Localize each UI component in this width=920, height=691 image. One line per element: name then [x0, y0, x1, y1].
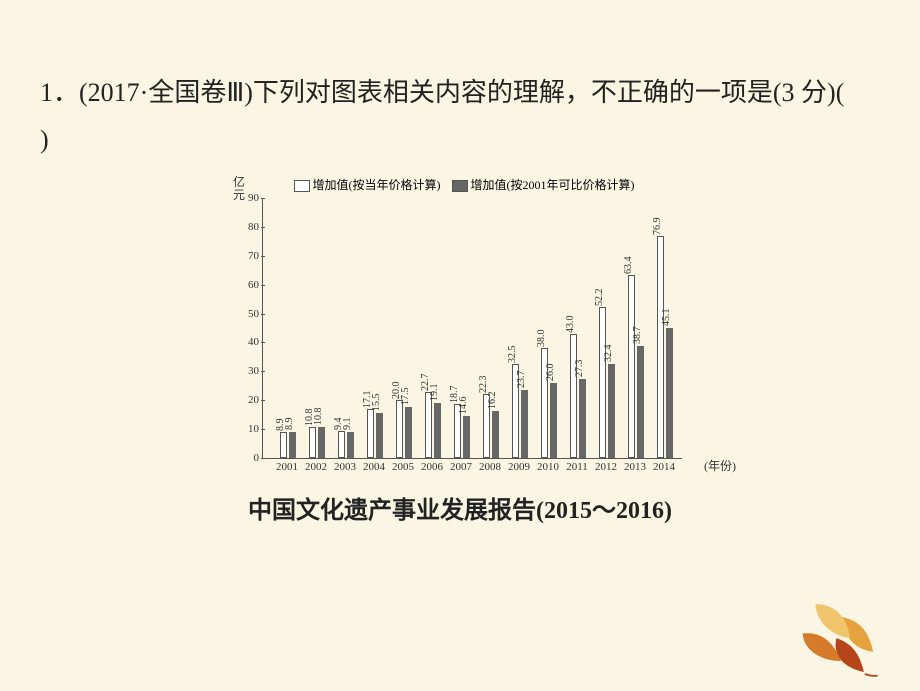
- bar-open: 76.9: [657, 236, 664, 458]
- x-tick: 2012: [595, 461, 617, 473]
- bar-value-label: 26.0: [545, 363, 556, 381]
- maple-leaf-decoration: [786, 586, 896, 681]
- bar-value-label: 27.3: [574, 360, 585, 378]
- x-tick: 2013: [624, 461, 646, 473]
- bar-solid: 23.7: [521, 390, 528, 458]
- bar-solid: 38.7: [637, 346, 644, 458]
- y-tick: 30: [235, 365, 259, 377]
- bar-value-label: 52.2: [594, 289, 605, 307]
- bar-solid: 8.9: [289, 432, 296, 458]
- bar-value-label: 8.9: [284, 418, 295, 431]
- legend-label-open: 增加值(按当年价格计算): [313, 178, 441, 192]
- bar-solid: 17.5: [405, 407, 412, 458]
- y-tick: 0: [235, 452, 259, 464]
- bar-value-label: 63.4: [623, 256, 634, 274]
- bar-value-label: 10.8: [313, 407, 324, 425]
- bar-open: 20.0: [396, 400, 403, 458]
- bar-solid: 19.1: [434, 403, 441, 458]
- x-tick: 2006: [421, 461, 443, 473]
- x-tick: 2005: [392, 461, 414, 473]
- bar-group: 18.714.6: [454, 404, 470, 458]
- bar-group: 76.945.1: [657, 236, 673, 458]
- x-tick: 2001: [276, 461, 298, 473]
- bar-value-label: 76.9: [652, 217, 663, 235]
- bar-solid: 15.5: [376, 413, 383, 458]
- legend-swatch-open: [294, 180, 310, 192]
- chart-plot-area: 亿 元 (年份) 01020304050607080908.98.910.810…: [262, 198, 682, 459]
- bar-value-label: 32.5: [507, 346, 518, 364]
- chart-legend: 增加值(按当年价格计算) 增加值(按2001年可比价格计算): [230, 176, 690, 198]
- bar-group: 22.719.1: [425, 392, 441, 458]
- x-axis-unit: (年份): [704, 457, 736, 474]
- y-tick: 90: [235, 192, 259, 204]
- bar-solid: 16.2: [492, 411, 499, 458]
- bar-group: 63.438.7: [628, 275, 644, 458]
- slide: { "question": { "prefix": "1．(2017·全国卷Ⅲ)…: [0, 0, 920, 691]
- x-tick: 2003: [334, 461, 356, 473]
- bar-solid: 10.8: [318, 427, 325, 458]
- bar-value-label: 43.0: [565, 315, 576, 333]
- bar-value-label: 45.1: [661, 308, 672, 326]
- y-tick: 10: [235, 423, 259, 435]
- bar-group: 10.810.8: [309, 427, 325, 458]
- x-axis-ticks: 2001 2002 2003 2004 2005 2006 2007 2008 2009 2010…: [262, 459, 682, 477]
- bar-group: 43.027.3: [570, 334, 586, 458]
- bar-solid: 9.1: [347, 432, 354, 458]
- bar-value-label: 15.5: [371, 394, 382, 412]
- bar-open: 10.8: [309, 427, 316, 458]
- bar-value-label: 38.0: [536, 330, 547, 348]
- legend-label-solid: 增加值(按2001年可比价格计算): [471, 178, 635, 192]
- bar-value-label: 19.1: [429, 383, 440, 401]
- question-prefix: 1．(2017·全国卷Ⅲ)下列对图表相关内容的理解，不正确的一项是(3 分)(: [40, 78, 844, 107]
- x-tick: 2014: [653, 461, 675, 473]
- bar-group: 52.232.4: [599, 307, 615, 458]
- chart-caption: 中国文化遗产事业发展报告(2015～2016): [0, 490, 920, 525]
- bar-open: 22.7: [425, 392, 432, 458]
- bar-group: 38.026.0: [541, 348, 557, 458]
- bar-open: 43.0: [570, 334, 577, 458]
- bar-open: 63.4: [628, 275, 635, 458]
- bar-value-label: 38.7: [632, 327, 643, 345]
- question-suffix: ): [40, 125, 49, 154]
- question-text: 1．(2017·全国卷Ⅲ)下列对图表相关内容的理解，不正确的一项是(3 分)( …: [40, 70, 860, 164]
- bar-group: 8.98.9: [280, 432, 296, 458]
- bar-value-label: 32.4: [603, 345, 614, 363]
- bar-solid: 26.0: [550, 383, 557, 458]
- y-tick: 60: [235, 279, 259, 291]
- bar-solid: 14.6: [463, 416, 470, 458]
- bar-open: 52.2: [599, 307, 606, 458]
- bar-value-label: 22.3: [478, 375, 489, 393]
- bar-group: 20.017.5: [396, 400, 412, 458]
- bar-open: 8.9: [280, 432, 287, 458]
- y-tick: 20: [235, 394, 259, 406]
- x-tick: 2002: [305, 461, 327, 473]
- x-tick: 2007: [450, 461, 472, 473]
- bar-value-label: 16.2: [487, 392, 498, 410]
- bar-value-label: 9.1: [342, 417, 353, 430]
- bar-group: 17.115.5: [367, 409, 383, 458]
- question-blank: [844, 78, 896, 107]
- bar-value-label: 23.7: [516, 370, 527, 388]
- bar-group: 22.316.2: [483, 394, 499, 458]
- chart-container: 增加值(按当年价格计算) 增加值(按2001年可比价格计算) 亿 元 (年份) …: [230, 176, 690, 477]
- x-tick: 2011: [566, 461, 588, 473]
- bar-solid: 45.1: [666, 328, 673, 458]
- x-tick: 2009: [508, 461, 530, 473]
- x-tick: 2008: [479, 461, 501, 473]
- legend-swatch-solid: [452, 180, 468, 192]
- bar-value-label: 17.5: [400, 388, 411, 406]
- bar-open: 9.4: [338, 431, 345, 458]
- y-tick: 40: [235, 336, 259, 348]
- bar-group: 9.49.1: [338, 431, 354, 458]
- y-tick: 80: [235, 221, 259, 233]
- x-tick: 2010: [537, 461, 559, 473]
- y-tick: 50: [235, 308, 259, 320]
- bar-solid: 27.3: [579, 379, 586, 458]
- bar-solid: 32.4: [608, 364, 615, 458]
- bar-open: 17.1: [367, 409, 374, 458]
- x-tick: 2004: [363, 461, 385, 473]
- bar-group: 32.523.7: [512, 364, 528, 458]
- y-tick: 70: [235, 250, 259, 262]
- bar-value-label: 14.6: [458, 396, 469, 414]
